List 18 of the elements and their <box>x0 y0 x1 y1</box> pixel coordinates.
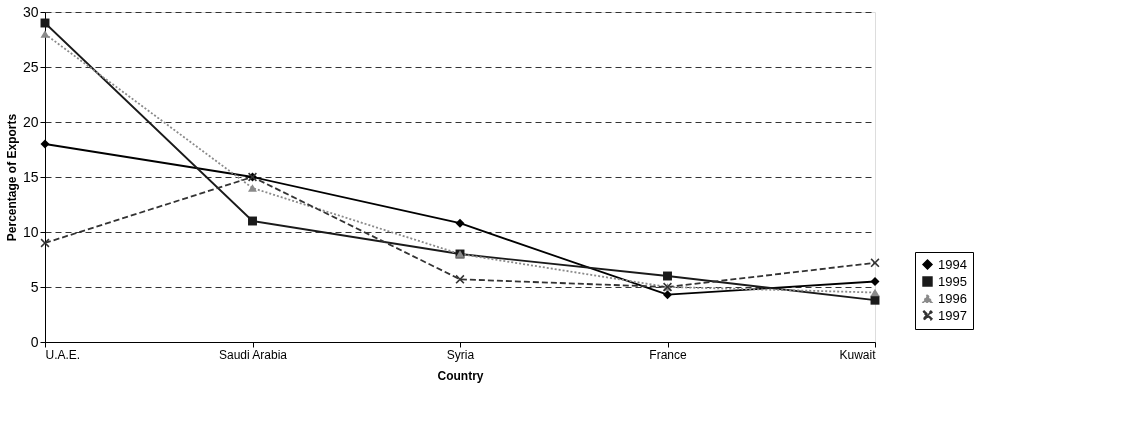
x-tick-label: Kuwait <box>839 347 877 362</box>
y-tick-label: 0 <box>30 333 39 350</box>
y-tick-label: 5 <box>30 278 39 295</box>
legend-label: 1995 <box>938 273 967 289</box>
y-axis-title: Percentage of Exports <box>4 113 19 242</box>
x-axis-title: Country <box>437 368 484 383</box>
y-tick-label: 25 <box>22 58 39 75</box>
y-tick-label: 15 <box>22 168 39 185</box>
x-tick-label: U.A.E. <box>45 347 81 362</box>
x-tick-label: Syria <box>446 347 475 362</box>
legend-label: 1997 <box>938 307 967 323</box>
y-tick-label: 10 <box>22 223 39 240</box>
x-tick-label: Saudi Arabia <box>218 347 288 362</box>
legend-label: 1996 <box>938 290 967 306</box>
x-tick-label: France <box>649 347 687 362</box>
legend-label: 1994 <box>938 256 967 272</box>
y-tick-label: 30 <box>22 3 39 20</box>
y-tick-label: 20 <box>22 113 39 130</box>
